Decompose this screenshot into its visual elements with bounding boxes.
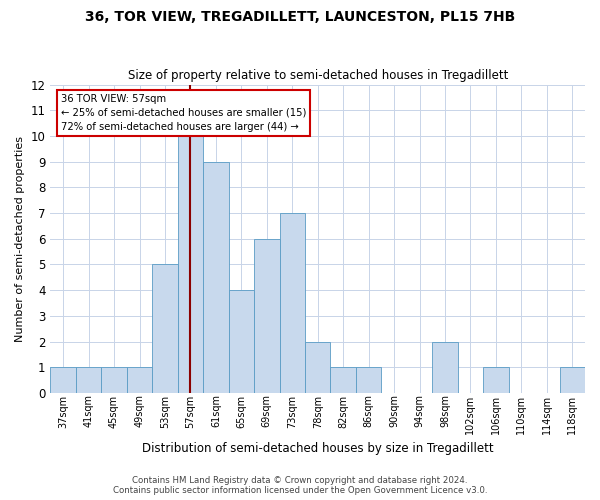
Bar [305,342,331,393]
Bar [254,239,280,393]
Title: Size of property relative to semi-detached houses in Tregadillett: Size of property relative to semi-detach… [128,69,508,82]
Bar [203,162,229,393]
Text: Contains HM Land Registry data © Crown copyright and database right 2024.
Contai: Contains HM Land Registry data © Crown c… [113,476,487,495]
Text: 36 TOR VIEW: 57sqm
← 25% of semi-detached houses are smaller (15)
72% of semi-de: 36 TOR VIEW: 57sqm ← 25% of semi-detache… [61,94,307,132]
Text: 36, TOR VIEW, TREGADILLETT, LAUNCESTON, PL15 7HB: 36, TOR VIEW, TREGADILLETT, LAUNCESTON, … [85,10,515,24]
Bar [178,136,203,393]
Bar [560,368,585,393]
Bar [331,368,356,393]
Bar [356,368,382,393]
Bar [50,368,76,393]
Bar [432,342,458,393]
Bar [483,368,509,393]
Bar [76,368,101,393]
Bar [280,213,305,393]
Bar [229,290,254,393]
X-axis label: Distribution of semi-detached houses by size in Tregadillett: Distribution of semi-detached houses by … [142,442,494,455]
Y-axis label: Number of semi-detached properties: Number of semi-detached properties [15,136,25,342]
Bar [152,264,178,393]
Bar [101,368,127,393]
Bar [127,368,152,393]
